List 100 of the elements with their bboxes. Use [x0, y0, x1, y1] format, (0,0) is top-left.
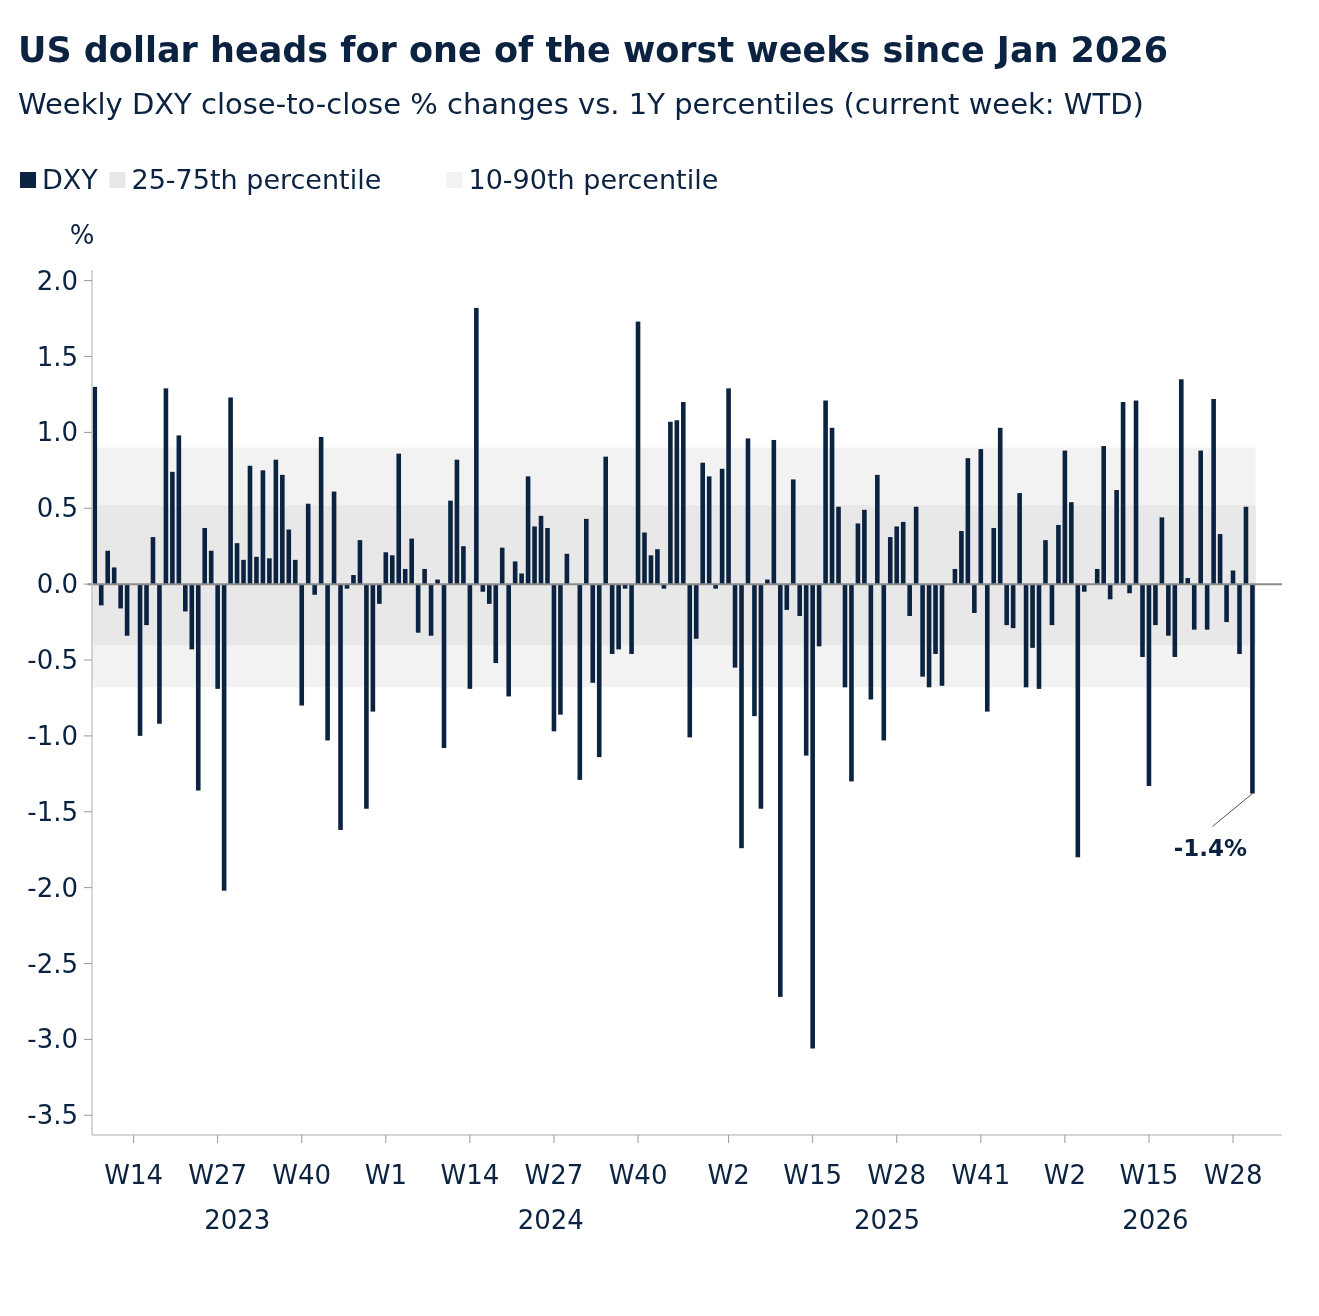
legend-label: 25-75th percentile — [131, 164, 382, 195]
x-tick-label: W40 — [608, 1160, 668, 1190]
bar — [364, 584, 369, 809]
bar — [1224, 584, 1229, 623]
bar — [202, 527, 208, 585]
x-tick-label: W15 — [783, 1160, 843, 1190]
bar — [98, 584, 104, 606]
bar — [881, 584, 887, 741]
bar — [991, 527, 997, 585]
text: 2023 — [204, 1205, 271, 1235]
x-tick-label: W27 — [188, 1160, 248, 1190]
bar — [681, 402, 686, 585]
y-tick-label: -1.5 — [27, 796, 78, 827]
bar — [461, 546, 466, 585]
x-tick-label: W2 — [707, 1160, 750, 1190]
bar — [739, 584, 744, 849]
bar — [254, 556, 259, 585]
bar — [532, 526, 537, 585]
bar — [157, 584, 162, 724]
bar — [1004, 584, 1009, 626]
bar — [713, 584, 718, 589]
bar — [351, 575, 356, 585]
x-tick-label: W28 — [1203, 1160, 1263, 1190]
y-tick-label: -1.0 — [27, 720, 78, 751]
bar — [1237, 584, 1242, 654]
bar — [325, 584, 330, 741]
y-tick-label: -2.5 — [27, 948, 78, 979]
bar — [170, 471, 175, 585]
bar — [228, 397, 233, 585]
bar — [907, 584, 912, 616]
x-tick-label: W27 — [524, 1160, 584, 1190]
bar — [1114, 490, 1119, 585]
y-tick-label: -2.0 — [27, 872, 78, 903]
bar — [687, 584, 693, 738]
bar — [545, 527, 550, 585]
bar — [1056, 524, 1061, 585]
text: 2026 — [1122, 1205, 1189, 1235]
x-tick-label: W15 — [1119, 1160, 1179, 1190]
bar — [797, 584, 803, 616]
bar — [312, 584, 317, 595]
text: 2024 — [517, 1205, 584, 1235]
bar — [875, 474, 880, 585]
bar — [195, 584, 201, 791]
bar — [700, 462, 706, 585]
bar — [506, 584, 511, 697]
bar — [920, 584, 925, 677]
bar — [118, 584, 123, 609]
bar — [590, 584, 596, 683]
bar — [984, 584, 990, 712]
bar — [1166, 584, 1171, 636]
bar — [1043, 540, 1048, 585]
y-tick-label: 1.5 — [36, 341, 78, 372]
bar — [422, 568, 427, 585]
bar — [752, 584, 757, 717]
bar — [629, 584, 634, 654]
bar — [558, 584, 563, 715]
bar — [448, 500, 453, 585]
bar — [790, 479, 796, 585]
bar — [1081, 584, 1087, 592]
chart-title: US dollar heads for one of the worst weeks since Jan 2026 — [18, 30, 1169, 70]
bar — [616, 584, 621, 650]
x-tick-label: W14 — [440, 1160, 500, 1190]
chart-subtitle: Weekly DXY close-to-close % changes vs. 1Y percentiles (current week: WTD) — [18, 87, 1144, 121]
bar — [1211, 398, 1216, 585]
text: 2025 — [853, 1205, 921, 1235]
y-tick-label: 1.0 — [36, 417, 78, 448]
annotation: -1.4% — [1173, 834, 1248, 861]
y-tick-label: 0.5 — [36, 493, 78, 524]
y-tick-label: -0.5 — [27, 645, 78, 676]
bar — [292, 559, 298, 585]
y-axis-title: % — [69, 220, 95, 250]
x-tick-label: W41 — [951, 1160, 1011, 1190]
bar — [596, 584, 602, 758]
x-tick-label: W28 — [867, 1160, 927, 1190]
bar — [499, 547, 505, 585]
bar — [519, 573, 524, 585]
bar — [836, 506, 841, 585]
bar — [215, 584, 220, 689]
legend-label: 10-90th percentile — [468, 164, 719, 195]
y-tick-label: -3.5 — [27, 1100, 78, 1131]
y-tick-label: -3.0 — [27, 1024, 78, 1055]
bar — [1127, 584, 1132, 594]
bar — [823, 400, 828, 585]
bar — [1250, 584, 1255, 794]
bar — [1140, 584, 1145, 657]
bar — [583, 518, 589, 585]
x-tick-label: W1 — [364, 1160, 407, 1190]
bar — [144, 584, 149, 626]
bar — [668, 421, 673, 585]
bar — [1191, 584, 1197, 630]
bar — [1153, 584, 1158, 626]
bar — [726, 388, 731, 585]
x-tick-label: W14 — [104, 1160, 163, 1190]
bar — [655, 549, 660, 585]
bar — [474, 307, 479, 585]
bar — [338, 584, 343, 830]
bar — [997, 427, 1003, 585]
bar — [933, 584, 938, 654]
bar — [1069, 502, 1074, 585]
x-tick-label: W40 — [272, 1160, 332, 1190]
